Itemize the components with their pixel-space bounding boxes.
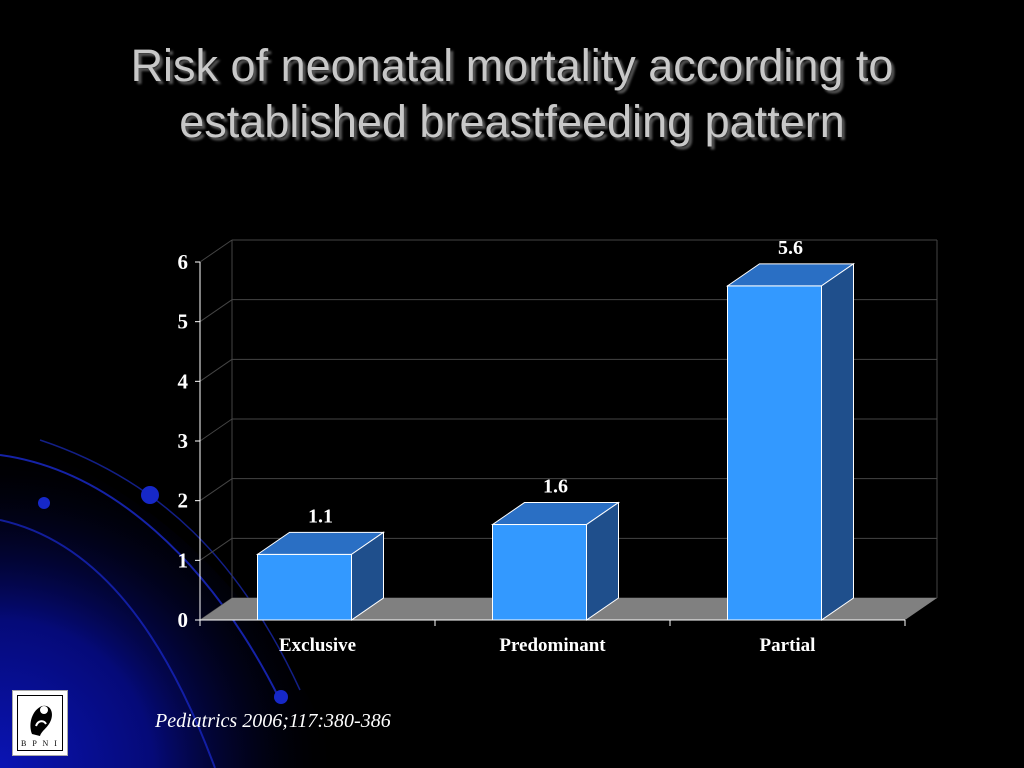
title-line-1: Risk of neonatal mortality according to bbox=[130, 40, 894, 91]
mother-child-icon bbox=[30, 705, 52, 736]
bar-predominant bbox=[492, 524, 587, 621]
bar-side-exclusive bbox=[351, 531, 384, 621]
slide-title: Risk of neonatal mortality according to … bbox=[0, 38, 1024, 150]
x-tick-label: Predominant bbox=[499, 635, 606, 656]
bar-side-predominant bbox=[586, 501, 619, 621]
gridline-side bbox=[199, 239, 233, 263]
gridline-side bbox=[199, 478, 233, 502]
y-tick-label: 1 bbox=[178, 548, 189, 572]
data-label: 1.6 bbox=[543, 476, 568, 498]
logo-emblem: B P N I bbox=[17, 695, 63, 751]
citation: Pediatrics 2006;117:380-386 bbox=[155, 710, 391, 732]
bar-exclusive bbox=[257, 553, 352, 621]
y-tick-label: 6 bbox=[178, 250, 189, 274]
bpni-logo: B P N I bbox=[12, 690, 68, 756]
gridline-side bbox=[199, 537, 233, 561]
y-tick-label: 3 bbox=[178, 429, 189, 453]
data-label: 1.1 bbox=[308, 505, 333, 527]
title-line-2: established breastfeeding pattern bbox=[179, 96, 845, 147]
gridline-side bbox=[199, 418, 233, 442]
y-tick-label: 4 bbox=[178, 369, 189, 393]
data-label: 5.6 bbox=[778, 237, 803, 259]
bar-partial bbox=[727, 285, 822, 621]
bar-side-partial bbox=[821, 262, 854, 621]
x-tick-label: Exclusive bbox=[279, 635, 356, 656]
y-tick-label: 2 bbox=[178, 489, 189, 513]
logo-text: B P N I bbox=[21, 739, 59, 748]
gridline-side bbox=[199, 299, 233, 323]
gridline-side bbox=[199, 358, 233, 382]
y-tick-label: 5 bbox=[178, 310, 189, 334]
x-tick-label: Partial bbox=[760, 635, 816, 656]
y-tick-label: 0 bbox=[178, 608, 189, 632]
